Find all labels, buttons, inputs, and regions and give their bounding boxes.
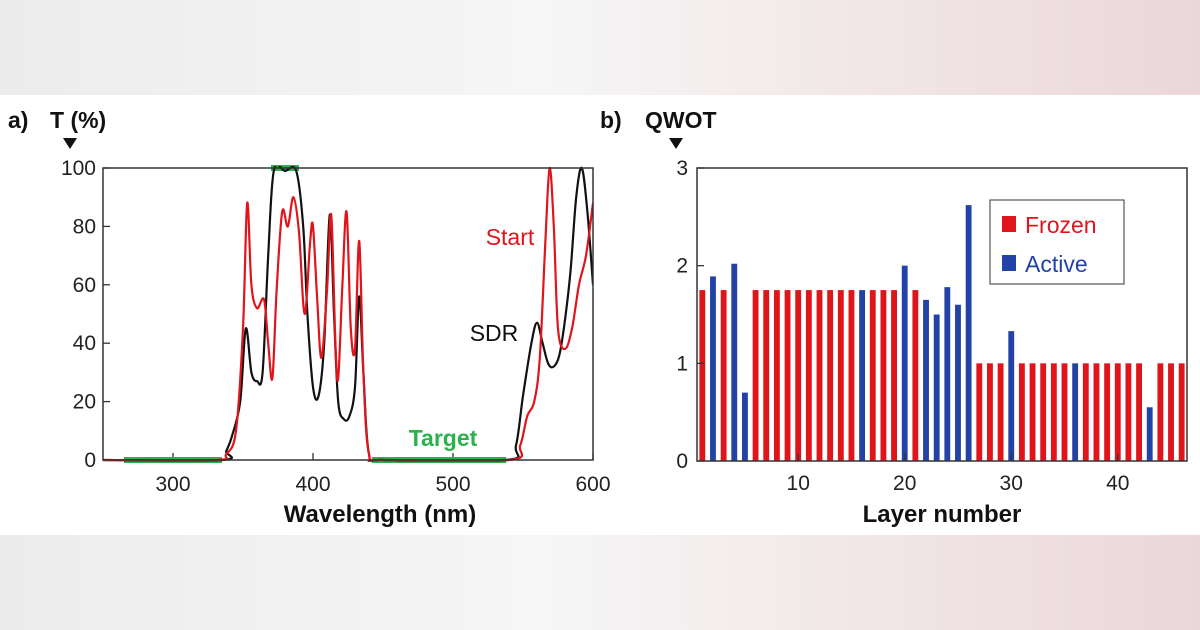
bar-layer-24 xyxy=(944,287,951,461)
bar-layer-41 xyxy=(1125,363,1132,461)
panel-b-tag: b) xyxy=(600,107,622,133)
x-tick-label: 20 xyxy=(893,472,916,495)
y-tick-label: 20 xyxy=(73,391,96,414)
bar-layer-35 xyxy=(1061,363,1068,461)
bar-layer-42 xyxy=(1136,363,1142,461)
y-tick-label: 0 xyxy=(676,450,688,473)
bar-layer-8 xyxy=(773,290,780,461)
bar-layer-1 xyxy=(699,290,706,461)
bar-layer-5 xyxy=(742,392,748,461)
bar-layer-2 xyxy=(710,276,716,461)
bar-layer-20 xyxy=(901,265,908,461)
panel-b-plot-area: 10 20 30 40 0 1 2 3 xyxy=(676,157,1185,495)
bar-layer-14 xyxy=(837,290,844,461)
bar-layer-4 xyxy=(731,263,738,461)
bar-layer-16 xyxy=(859,290,866,461)
bar-layer-17 xyxy=(869,290,876,461)
ylabel-pointer-icon xyxy=(669,138,683,149)
bar-layer-29 xyxy=(997,363,1004,461)
x-tick-label: 40 xyxy=(1106,472,1129,495)
bar-layer-27 xyxy=(976,363,983,461)
bar-layer-13 xyxy=(827,290,834,461)
legend: Frozen Active xyxy=(989,199,1125,285)
bar-layer-28 xyxy=(987,363,993,461)
bar-layer-31 xyxy=(1018,363,1025,461)
bar-layer-21 xyxy=(912,290,919,461)
bar-layer-30 xyxy=(1008,331,1015,461)
bar-layer-6 xyxy=(752,290,759,461)
legend-label-frozen: Frozen xyxy=(1025,212,1097,238)
x-tick-label: 30 xyxy=(1000,472,1023,495)
bar-layer-32 xyxy=(1029,363,1036,461)
bar-layer-45 xyxy=(1168,363,1174,461)
y-tick-label: 40 xyxy=(73,332,96,355)
x-tick-label: 300 xyxy=(155,473,190,496)
y-tick-label: 80 xyxy=(73,215,96,238)
series-line-sdr xyxy=(103,166,593,462)
series-line-start xyxy=(103,166,593,462)
bar-layer-39 xyxy=(1104,363,1111,461)
bar-layer-3 xyxy=(720,290,727,461)
bar-layer-33 xyxy=(1040,363,1047,461)
bar-layer-46 xyxy=(1178,363,1185,461)
bar-layer-10 xyxy=(795,290,802,461)
bar-layer-34 xyxy=(1050,363,1057,461)
panel-b-ylabel: QWOT xyxy=(645,107,717,133)
bar-layer-36 xyxy=(1072,363,1079,461)
bar-layer-37 xyxy=(1082,363,1089,461)
panel-a-tag: a) xyxy=(8,107,28,133)
annotation-sdr: SDR xyxy=(470,320,519,346)
bar-layer-12 xyxy=(816,290,823,461)
bar-layer-38 xyxy=(1093,363,1100,461)
bar-layer-19 xyxy=(891,290,897,461)
y-tick-label: 60 xyxy=(73,274,96,297)
bar-layer-43 xyxy=(1146,407,1153,461)
y-tick-label: 100 xyxy=(61,157,96,180)
bar-layer-18 xyxy=(880,290,887,461)
y-tick-label: 3 xyxy=(676,157,688,180)
x-tick-label: 600 xyxy=(575,473,610,496)
panel-a-xlabel: Wavelength (nm) xyxy=(284,501,476,528)
legend-label-active: Active xyxy=(1025,251,1088,277)
ylabel-pointer-icon xyxy=(63,138,77,149)
y-tick-label: 0 xyxy=(84,449,96,472)
bar-layer-11 xyxy=(805,290,812,461)
bar-layer-26 xyxy=(965,205,972,461)
panel-b-xlabel: Layer number xyxy=(863,501,1022,528)
panel-a: a) T (%) 300 400 500 600 0 20 40 60 80 100 Wavele… xyxy=(8,107,611,528)
bar-layer-15 xyxy=(848,290,855,461)
panel-b-frame xyxy=(696,167,1188,462)
bar-layer-7 xyxy=(763,290,770,461)
bar-layer-25 xyxy=(955,304,961,461)
bar-layer-22 xyxy=(923,299,929,461)
y-tick-label: 1 xyxy=(676,352,688,375)
annotation-start: Start xyxy=(486,224,535,250)
y-tick-label: 2 xyxy=(676,255,688,278)
panel-b: b) QWOT 10 20 30 40 0 1 2 3 Layer number Frozen… xyxy=(600,107,1188,528)
bar-layer-9 xyxy=(784,290,791,461)
bar-layer-40 xyxy=(1114,363,1121,461)
panel-a-frame xyxy=(102,167,594,461)
x-tick-label: 400 xyxy=(295,473,330,496)
annotation-target: Target xyxy=(409,425,478,451)
x-tick-label: 500 xyxy=(435,473,470,496)
bar-layer-44 xyxy=(1157,363,1164,461)
bar-layer-23 xyxy=(933,314,940,461)
x-tick-label: 10 xyxy=(787,472,810,495)
legend-swatch-active xyxy=(1002,255,1016,271)
panel-a-ylabel: T (%) xyxy=(50,107,106,133)
panel-a-plot-area: 300 400 500 600 0 20 40 60 80 100 xyxy=(61,157,611,496)
legend-swatch-frozen xyxy=(1002,216,1016,232)
